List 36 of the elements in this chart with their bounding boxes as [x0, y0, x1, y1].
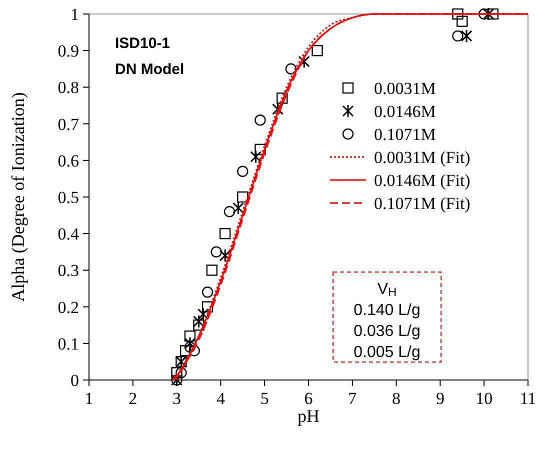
annotation: DN Model — [115, 61, 184, 78]
annotation: ISD10-1 — [115, 35, 170, 52]
y-tick-label: 0.9 — [58, 42, 79, 61]
y-tick-label: 0.5 — [58, 188, 79, 207]
legend-label: 0.0031M — [374, 79, 436, 98]
y-tick-label: 0.7 — [58, 114, 80, 134]
x-tick-label: 6 — [304, 389, 313, 408]
x-tick-label: 9 — [436, 389, 444, 408]
legend-label: 0.0146M (Fit) — [374, 171, 470, 190]
y-tick-label: 0.1 — [58, 334, 79, 354]
x-tick-label: 10 — [476, 389, 493, 408]
y-tick-label: 0 — [70, 371, 79, 390]
x-axis-title: pH — [298, 406, 320, 426]
y-tick-label: 0.8 — [58, 78, 79, 98]
x-tick-label: 1 — [84, 389, 94, 408]
x-tick-label: 8 — [392, 389, 401, 408]
legend-label: 0.1071M — [374, 125, 436, 144]
x-tick-label: 11 — [520, 389, 536, 408]
y-tick-label: 0.4 — [58, 224, 80, 244]
x-tick-label: 5 — [260, 389, 269, 408]
x-tick-label: 3 — [172, 389, 182, 408]
annotation: 0.036 L/g — [354, 323, 420, 340]
y-tick-label: 1 — [70, 5, 79, 24]
y-axis-title: Alpha (Degree of Ionization) — [8, 92, 28, 302]
x-tick-label: 2 — [128, 389, 138, 408]
legend-label: 0.0146M — [374, 102, 436, 121]
y-tick-label: 0.2 — [58, 298, 79, 317]
annotation: 0.005 L/g — [354, 344, 420, 361]
x-tick-label: 7 — [348, 389, 358, 408]
annotation: V$_{H}$ — [377, 281, 397, 300]
legend-label: 0.1071M (Fit) — [374, 194, 470, 213]
legend-label: 0.0031M (Fit) — [374, 148, 470, 167]
annotation: 0.140 L/g — [354, 302, 420, 319]
y-tick-label: 0.6 — [58, 151, 79, 170]
x-tick-label: 4 — [216, 389, 226, 408]
y-tick-label: 0.3 — [58, 261, 79, 280]
